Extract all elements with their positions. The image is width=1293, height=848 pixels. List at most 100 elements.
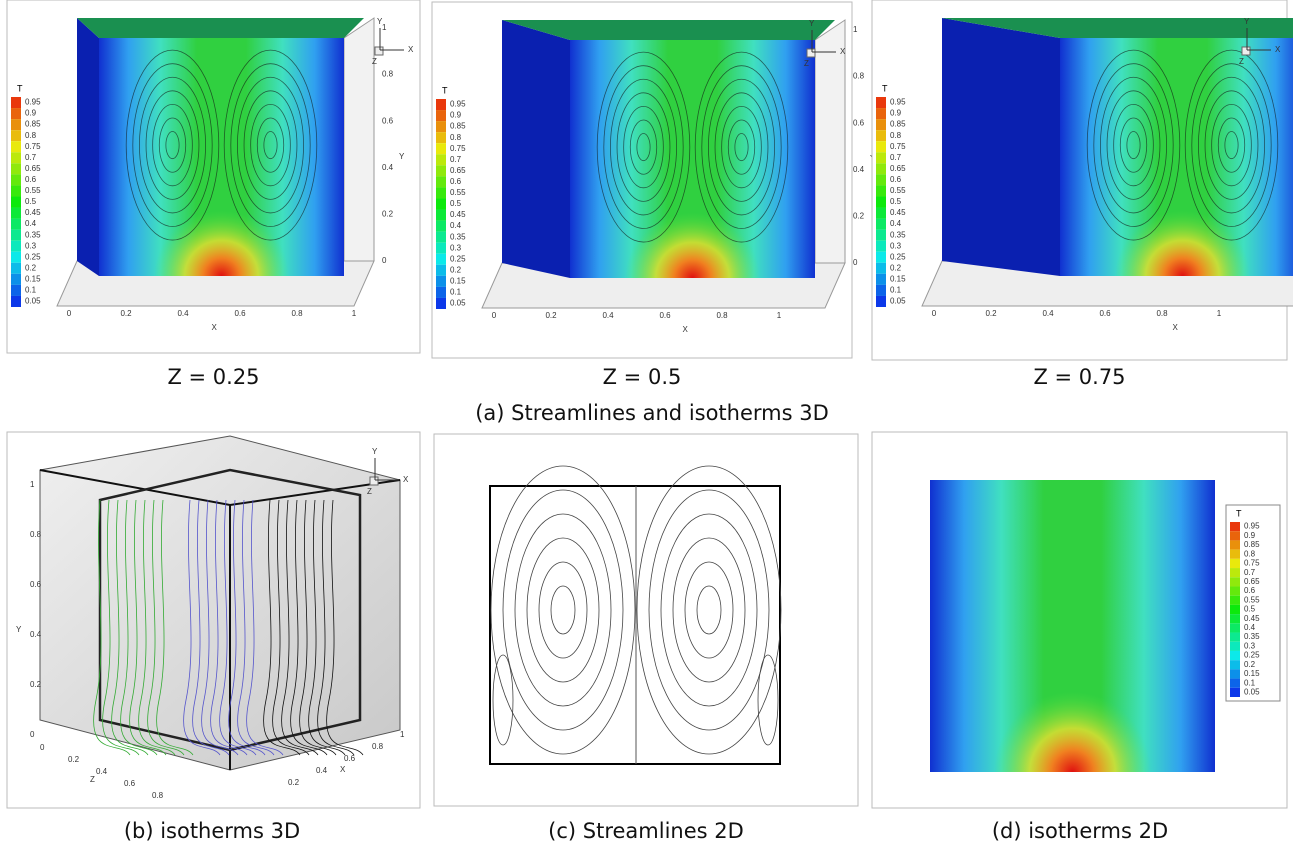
- z-tick-label: 0.8: [152, 791, 164, 800]
- colorbar-swatch: [11, 119, 21, 130]
- y-tick-label: 0.6: [30, 580, 42, 589]
- y-tick-label: 0: [853, 258, 858, 267]
- x-tick-label: 0.6: [659, 311, 671, 320]
- colorbar-label: 0.15: [890, 274, 906, 283]
- colorbar-label: 0.55: [1244, 595, 1260, 604]
- left-face: [77, 18, 99, 276]
- colorbar-label: 0.5: [25, 197, 37, 206]
- colorbar-swatch: [436, 221, 446, 232]
- x-tick-label: 0.8: [291, 309, 303, 318]
- x-tick-label: 0: [492, 311, 497, 320]
- x-tick-label: 0.6: [1099, 309, 1111, 318]
- colorbar-swatch: [876, 196, 886, 207]
- colorbar-label: 0.3: [25, 241, 37, 250]
- colorbar-swatch: [11, 97, 21, 108]
- y-tick-label: 0.6: [382, 116, 394, 125]
- colorbar-swatch: [11, 208, 21, 219]
- colorbar-swatch: [1230, 660, 1240, 669]
- colorbar-swatch: [876, 174, 886, 185]
- colorbar-swatch: [876, 252, 886, 263]
- y-tick-label: 0.2: [382, 210, 394, 219]
- caption: Z = 0.5: [603, 365, 682, 389]
- triad-cube: [807, 49, 815, 57]
- colorbar-swatch: [876, 152, 886, 163]
- y-tick-label: 1: [382, 23, 387, 32]
- colorbar-label: 0.4: [890, 219, 902, 228]
- colorbar-swatch: [11, 219, 21, 230]
- colorbar-label: 0.25: [450, 254, 466, 263]
- colorbar-swatch: [11, 230, 21, 241]
- colorbar-swatch: [11, 285, 21, 296]
- colorbar-swatch: [11, 130, 21, 141]
- colorbar-label: 0.9: [25, 109, 37, 118]
- colorbar-label: 0.4: [450, 221, 462, 230]
- colorbar-label: 0.6: [25, 175, 37, 184]
- colorbar-label: 0.8: [890, 131, 902, 140]
- x-axis-label: X: [212, 323, 218, 332]
- y-tick-label: 0.8: [30, 530, 42, 539]
- colorbar-label: 0.25: [890, 252, 906, 261]
- colorbar-swatch: [436, 254, 446, 265]
- colorbar-label: 0.3: [450, 243, 462, 252]
- colorbar-label: 0.75: [25, 142, 41, 151]
- colorbar-swatch: [436, 143, 446, 154]
- z-axis-label: Z: [90, 775, 95, 784]
- colorbar-label: 0.45: [890, 208, 906, 217]
- x-axis-label: X: [683, 325, 689, 334]
- colorbar-swatch: [1230, 568, 1240, 577]
- colorbar-label: 0.5: [450, 199, 462, 208]
- x-tick-label: 0.6: [234, 309, 246, 318]
- colorbar-label: 0.2: [1244, 660, 1256, 669]
- isotherm-hot: [930, 480, 1215, 772]
- colorbar-label: 0.85: [1244, 540, 1260, 549]
- colorbar-label: 0.6: [1244, 586, 1256, 595]
- colorbar-title: T: [442, 85, 448, 95]
- colorbar-label: 0.75: [1244, 559, 1260, 568]
- colorbar-label: 0.2: [450, 265, 462, 274]
- x-axis-label: X: [1173, 323, 1179, 332]
- triad-label: X: [403, 475, 409, 484]
- colorbar-swatch: [876, 119, 886, 130]
- colorbar-swatch: [1230, 531, 1240, 540]
- y-tick-label: 1: [30, 480, 35, 489]
- colorbar-swatch: [436, 187, 446, 198]
- colorbar-label: 0.7: [1244, 568, 1256, 577]
- colorbar-swatch: [1230, 577, 1240, 586]
- z-tick-label: 0.2: [68, 755, 80, 764]
- colorbar-swatch: [1230, 540, 1240, 549]
- triad-label: Z: [367, 487, 372, 496]
- colorbar-label: 0.65: [25, 164, 41, 173]
- triad-label: Z: [372, 57, 377, 66]
- colorbar-label: 0.8: [25, 131, 37, 140]
- colorbar-title: T: [1236, 508, 1242, 518]
- colorbar-label: 0.7: [890, 153, 902, 162]
- y-tick-label: 0.4: [853, 165, 865, 174]
- axis-box: [815, 20, 845, 278]
- colorbar-swatch: [11, 185, 21, 196]
- y-tick-label: 0.8: [382, 70, 394, 79]
- colorbar-swatch: [1230, 633, 1240, 642]
- colorbar-swatch: [436, 276, 446, 287]
- colorbar-swatch: [1230, 679, 1240, 688]
- colorbar-label: 0.65: [1244, 577, 1260, 586]
- colorbar-swatch: [876, 208, 886, 219]
- triad-cube: [1242, 47, 1250, 55]
- caption-a: (a) Streamlines and isotherms 3D: [475, 401, 829, 425]
- colorbar-label: 0.55: [450, 188, 466, 197]
- colorbar-label: 0.5: [1244, 605, 1256, 614]
- colorbar-title: T: [882, 83, 888, 93]
- x-tick-label: 0.4: [602, 311, 614, 320]
- colorbar-swatch: [1230, 550, 1240, 559]
- caption-c: (c) Streamlines 2D: [548, 819, 744, 843]
- colorbar-label: 0.4: [25, 219, 37, 228]
- colorbar-label: 0.25: [1244, 651, 1260, 660]
- colorbar-label: 0.9: [890, 109, 902, 118]
- colorbar-swatch: [876, 108, 886, 119]
- colorbar-label: 0.85: [890, 120, 906, 129]
- colorbar-label: 0.75: [450, 144, 466, 153]
- colorbar-swatch: [436, 287, 446, 298]
- colorbar-swatch: [876, 274, 886, 285]
- colorbar-swatch: [11, 141, 21, 152]
- colorbar-label: 0.95: [1244, 522, 1260, 531]
- top-face: [77, 18, 364, 38]
